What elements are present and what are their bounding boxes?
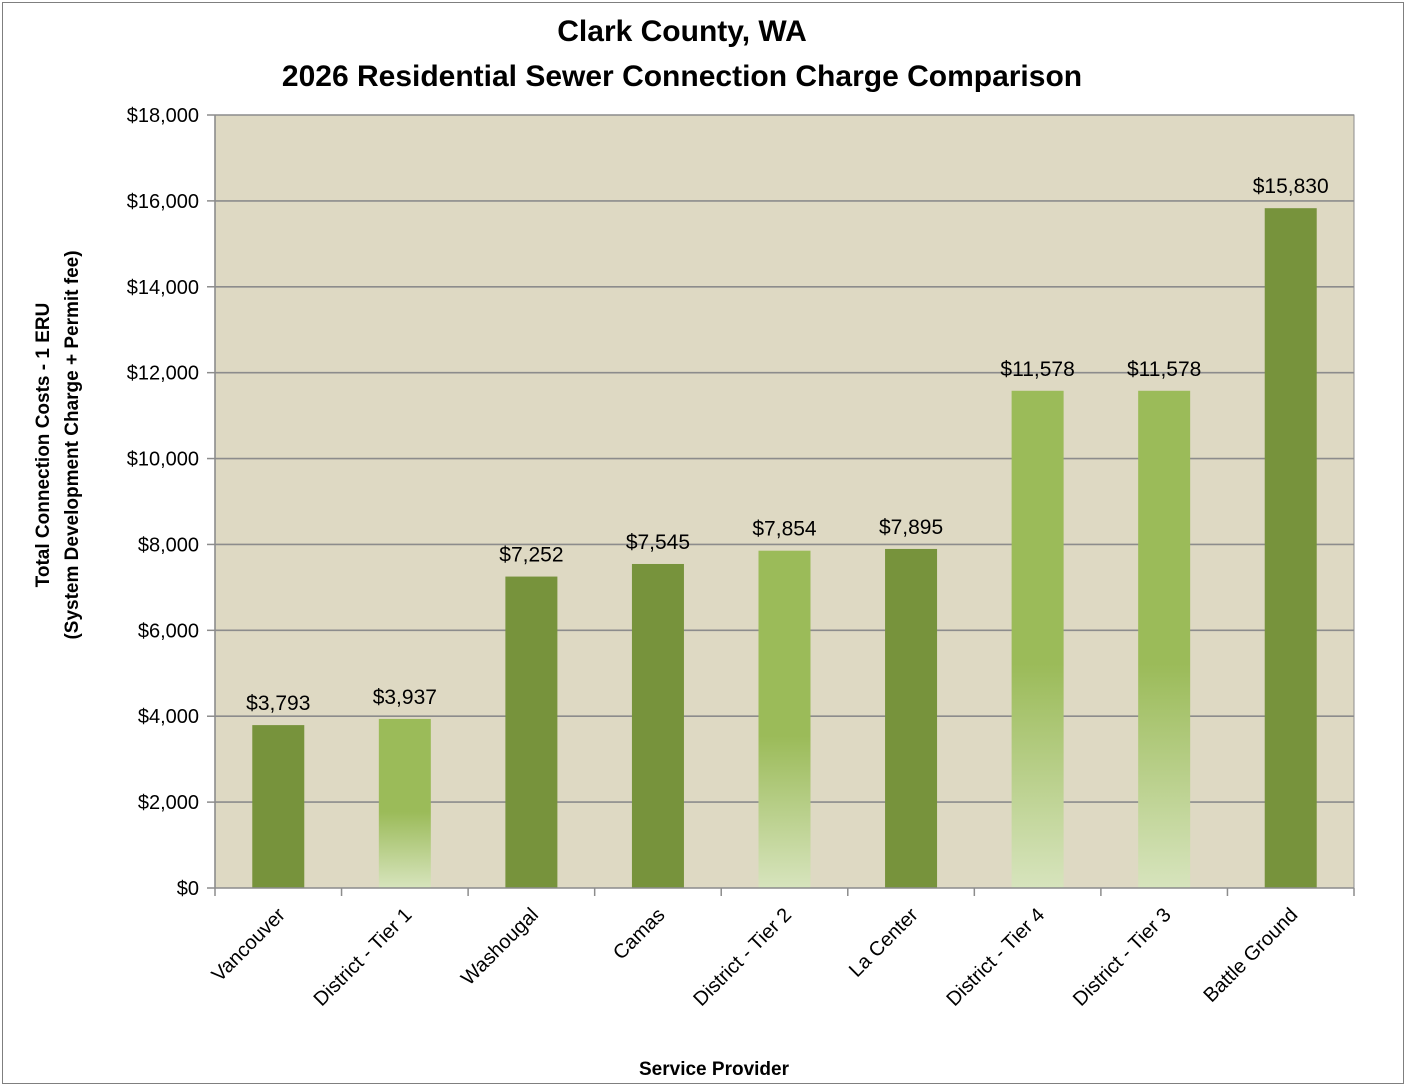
x-tick-label: Washougal (457, 904, 543, 990)
x-tick-label: District - Tier 4 (942, 904, 1049, 1011)
y-tick-label: $4,000 (138, 706, 199, 728)
x-axis-title: Service Provider (639, 1059, 790, 1080)
bar-district-tier-2 (758, 550, 811, 888)
y-axis-title-line2: (System Development Charge + Permit fee) (62, 250, 83, 639)
x-tick-label: District - Tier 1 (310, 904, 417, 1011)
bar-district-tier-4 (1011, 390, 1064, 888)
y-tick-label: $16,000 (127, 191, 199, 213)
bar-camas (631, 563, 684, 888)
y-axis-title-line1: Total Connection Costs - 1 ERU (33, 303, 54, 588)
data-label: $15,830 (1253, 175, 1329, 198)
data-label: $3,937 (373, 686, 437, 709)
y-tick-label: $2,000 (138, 792, 199, 814)
y-tick-label: $10,000 (127, 449, 199, 471)
data-label: $7,895 (879, 516, 943, 539)
bars (252, 208, 1317, 888)
chart-title-line2: 2026 Residential Sewer Connection Charge… (282, 60, 1082, 93)
data-label: $7,545 (626, 531, 690, 554)
x-tick-label: La Center (845, 904, 923, 982)
y-tick-label: $0 (177, 878, 199, 900)
bar-washougal (505, 576, 558, 888)
chart-title-line1: Clark County, WA (557, 15, 806, 48)
x-tick-label: District - Tier 3 (1069, 904, 1176, 1011)
data-label: $7,252 (499, 544, 563, 567)
data-label: $11,578 (1127, 358, 1201, 381)
x-tick-label: Camas (609, 904, 669, 964)
y-tick-label: $8,000 (138, 534, 199, 556)
data-label: $11,578 (1000, 358, 1074, 381)
axes (207, 114, 1355, 896)
y-tick-label: $18,000 (127, 105, 199, 127)
bar-district-tier-1 (378, 718, 431, 888)
y-tick-label: $14,000 (127, 277, 199, 299)
data-label: $3,793 (246, 692, 310, 715)
y-tick-label: $12,000 (127, 363, 199, 385)
bar-la-center (885, 548, 938, 888)
x-tick-label: Battle Ground (1199, 904, 1302, 1007)
x-tick-label: District - Tier 2 (689, 904, 796, 1011)
data-label: $7,854 (752, 518, 817, 541)
x-tick-label: Vancouver (208, 904, 290, 986)
bar-vancouver (252, 725, 305, 888)
bar-district-tier-3 (1138, 390, 1191, 888)
y-tick-label: $6,000 (138, 620, 199, 642)
bar-battle-ground (1264, 208, 1317, 888)
